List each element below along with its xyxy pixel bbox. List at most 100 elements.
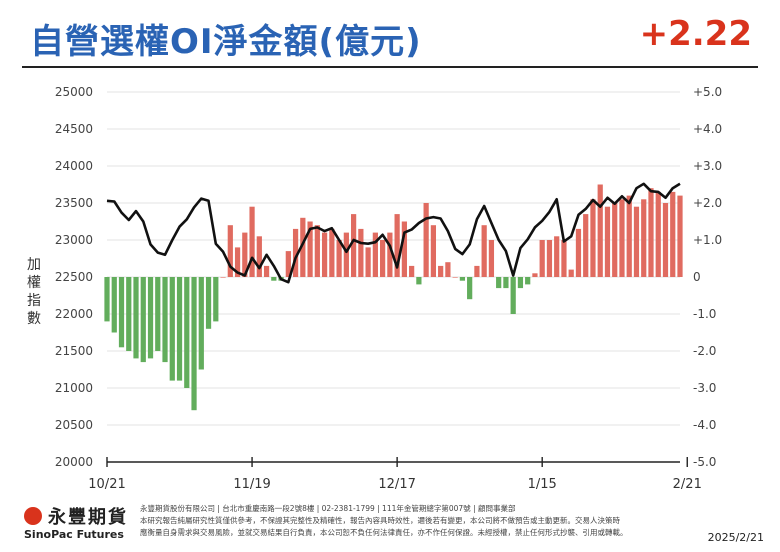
bar	[597, 184, 603, 277]
bar	[409, 265, 415, 277]
bar	[539, 240, 545, 277]
bar	[401, 221, 407, 277]
bar	[438, 265, 444, 277]
bar	[612, 203, 618, 277]
bar	[467, 277, 473, 300]
page-title: 自營選權OI淨金額(億元)	[30, 22, 422, 62]
brand-name-en: SinoPac Futures	[24, 528, 124, 541]
footer-disclaimer-line-2: 應衡量自身需求與交易風險，並就交易結果自行負責，本公司恕不負任何法律責任，亦不作…	[140, 528, 628, 537]
bar	[321, 232, 328, 277]
bar	[111, 277, 117, 333]
bar	[213, 277, 219, 322]
x-tick-label: 11/19	[233, 477, 270, 492]
x-tick-label: 12/17	[378, 477, 415, 492]
left-axis-ticks: 20000 20500 21000 21500 22000 22500 23000 23500…	[55, 85, 93, 469]
bar	[561, 240, 567, 277]
right-tick-label: -4.0	[693, 418, 716, 432]
left-tick-label: 24500	[55, 122, 93, 136]
bar	[670, 191, 676, 277]
title-divider	[22, 66, 758, 68]
x-tick-label: 2/21	[673, 477, 702, 492]
bar	[503, 277, 509, 289]
bar	[380, 240, 386, 277]
bar	[350, 214, 357, 277]
headline-value: +2.22	[639, 14, 752, 54]
right-tick-label: -2.0	[693, 344, 716, 358]
bar	[314, 225, 320, 277]
bar	[459, 277, 466, 281]
left-tick-label: 20000	[55, 455, 93, 469]
bar-series	[104, 184, 683, 411]
bar	[568, 269, 574, 277]
bar	[118, 277, 125, 348]
bar	[387, 232, 393, 277]
footer-company-line: 永豐期貨股份有限公司 | 台北市重慶南路一段2號8樓 | 02-2381-179…	[140, 504, 516, 513]
left-tick-label: 25000	[55, 85, 93, 99]
right-axis-ticks: +5.0 +4.0 +3.0 +2.0 +1.0 0 -1.0 -2.0 -3.0 -4.0 -5.…	[693, 85, 722, 469]
x-tick-label: 1/15	[528, 477, 557, 492]
bar	[430, 225, 437, 277]
bar	[626, 195, 632, 277]
bar	[641, 199, 647, 277]
left-tick-label: 21000	[55, 381, 93, 395]
bar	[604, 206, 611, 277]
bar	[336, 240, 342, 277]
bar	[343, 232, 349, 277]
bar	[329, 228, 335, 277]
bar	[147, 277, 154, 359]
bar	[220, 277, 226, 278]
brand-name-cn: 永豐期貨	[48, 507, 128, 528]
oi-chart: 20000 20500 21000 21500 22000 22500 23000 23500…	[55, 85, 722, 492]
bar	[155, 277, 161, 351]
bar	[104, 277, 110, 322]
bar	[677, 195, 683, 277]
bar	[234, 247, 241, 277]
bar	[292, 228, 299, 277]
left-axis-label: 加權指數	[27, 257, 41, 327]
bar	[198, 277, 204, 370]
left-tick-label: 22000	[55, 307, 93, 321]
left-tick-label: 20500	[55, 418, 93, 432]
bar	[474, 265, 480, 277]
right-tick-label: +4.0	[693, 122, 722, 136]
bar	[133, 277, 139, 359]
bar	[488, 240, 495, 277]
bar	[590, 199, 596, 277]
gridlines	[107, 91, 680, 426]
bar	[648, 188, 654, 277]
right-tick-label: 0	[693, 270, 701, 284]
bar	[662, 203, 669, 277]
right-tick-label: +2.0	[693, 196, 722, 210]
report-date: 2025/2/21	[707, 531, 764, 544]
bar	[416, 277, 422, 285]
bar	[300, 217, 306, 277]
bar	[162, 277, 168, 363]
left-tick-label: 22500	[55, 270, 93, 284]
bar	[394, 214, 400, 277]
right-tick-label: +1.0	[693, 233, 722, 247]
bar	[271, 277, 277, 281]
bar	[191, 277, 197, 411]
right-tick-label: -3.0	[693, 381, 716, 395]
bar	[285, 251, 291, 277]
right-tick-label: +3.0	[693, 159, 722, 173]
left-tick-label: 23000	[55, 233, 93, 247]
bar	[619, 199, 625, 277]
bar	[365, 247, 371, 277]
right-tick-label: -5.0	[693, 455, 716, 469]
bar	[126, 277, 132, 351]
bar	[575, 228, 582, 277]
right-tick-label: +5.0	[693, 85, 722, 99]
right-tick-label: -1.0	[693, 307, 716, 321]
bar	[176, 277, 183, 381]
x-axis-ticks: 10/21 11/19 12/17 1/15 2/21	[88, 457, 702, 492]
index-line	[106, 182, 681, 284]
bar	[184, 277, 190, 388]
bar	[525, 277, 531, 285]
bar	[546, 240, 553, 277]
bar	[481, 225, 487, 277]
bar	[496, 277, 502, 289]
bar	[140, 277, 146, 363]
bar	[517, 277, 524, 289]
bar	[445, 262, 451, 277]
